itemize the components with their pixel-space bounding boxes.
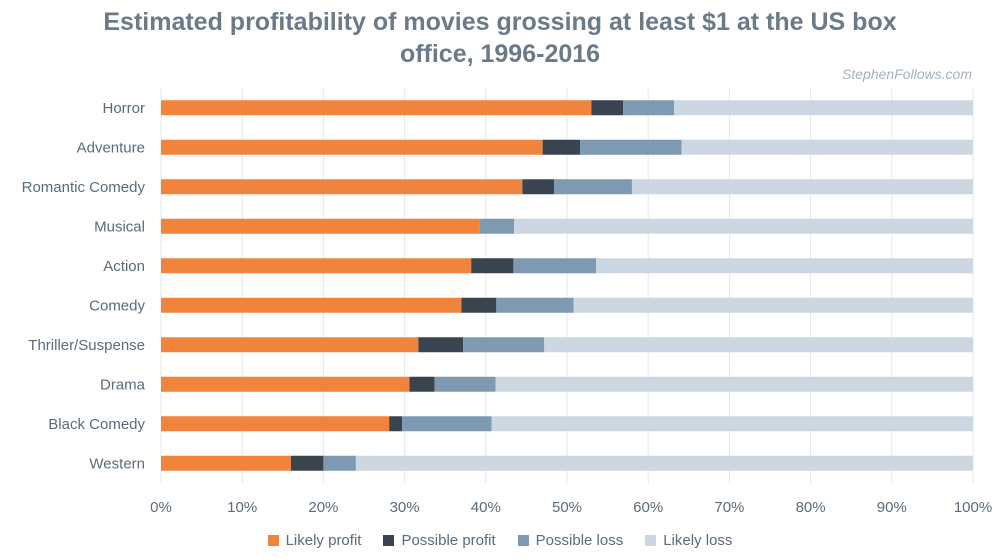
x-tick-label: 10% (227, 499, 257, 516)
bars (161, 100, 973, 471)
bar-likely-profit (161, 139, 543, 155)
bar-possible-loss (623, 100, 675, 116)
x-tick-label: 100% (954, 499, 992, 516)
bar-possible-loss (402, 416, 492, 432)
bar-likely-loss (495, 376, 973, 392)
legend-item: Likely profit (267, 532, 362, 549)
bar-likely-profit (161, 218, 480, 234)
legend-label: Possible loss (535, 532, 624, 549)
bar-likely-profit (161, 416, 390, 432)
x-tick-label: 50% (552, 499, 582, 516)
bar-possible-loss (554, 179, 632, 195)
legend-swatch (517, 535, 529, 546)
bar-likely-loss (355, 455, 973, 471)
legend-swatch (383, 535, 395, 546)
legend-swatch (267, 535, 279, 546)
bar-possible-profit (591, 100, 624, 116)
bar-possible-profit (461, 297, 497, 313)
legend-item: Possible profit (383, 532, 496, 549)
category-label: Comedy (89, 297, 145, 314)
category-label: Horror (102, 100, 145, 117)
bar-possible-profit (418, 337, 464, 353)
bar-likely-loss (674, 100, 973, 116)
bar-possible-profit (389, 416, 403, 432)
bar-possible-profit (290, 455, 324, 471)
bar-likely-profit (161, 455, 291, 471)
legend-label: Possible profit (401, 532, 496, 549)
category-label: Musical (94, 218, 145, 235)
category-label: Action (103, 258, 145, 275)
bar-likely-loss (514, 218, 973, 234)
x-tick-label: 0% (150, 499, 172, 516)
x-tick-label: 30% (390, 499, 420, 516)
bar-likely-loss (631, 179, 973, 195)
bar-possible-loss (323, 455, 356, 471)
chart-title: Estimated profitability of movies grossi… (103, 8, 897, 68)
bar-possible-profit (522, 179, 555, 195)
bar-possible-loss (579, 139, 682, 155)
bar-possible-loss (463, 337, 545, 353)
category-label: Romantic Comedy (22, 179, 146, 196)
legend-item: Likely loss (645, 532, 732, 549)
category-labels: Horror Adventure Romantic Comedy Musical Act… (22, 100, 146, 473)
x-tick-label: 80% (796, 499, 826, 516)
legend-label: Likely loss (663, 532, 733, 549)
bar-possible-loss (513, 258, 597, 274)
category-label: Drama (100, 376, 146, 393)
category-label: Western (89, 455, 145, 472)
x-tick-label: 90% (877, 499, 907, 516)
bar-possible-loss (479, 218, 515, 234)
bar-likely-profit (161, 376, 410, 392)
category-label: Black Comedy (48, 416, 145, 433)
bar-likely-profit (161, 297, 462, 313)
bar-possible-loss (496, 297, 574, 313)
bar-likely-loss (491, 416, 973, 432)
bar-possible-profit (471, 258, 514, 274)
x-tick-label: 60% (633, 499, 663, 516)
legend-swatch (645, 535, 657, 546)
x-tick-label: 20% (308, 499, 338, 516)
bar-possible-profit (409, 376, 435, 392)
bar-likely-loss (573, 297, 973, 313)
bar-likely-loss (544, 337, 973, 353)
x-tick-label: 40% (471, 499, 501, 516)
bar-likely-profit (161, 258, 472, 274)
bar-possible-loss (434, 376, 496, 392)
bar-possible-profit (542, 139, 580, 155)
category-label: Thriller/Suspense (28, 337, 145, 354)
legend-label: Likely profit (285, 532, 362, 549)
bar-likely-loss (596, 258, 973, 274)
source-watermark: StephenFollows.com (842, 66, 972, 82)
x-axis-ticks: 0% 10% 20% 30% 40% 50% 60% 70% 80% 90% 100% (150, 499, 992, 516)
bar-likely-loss (681, 139, 973, 155)
category-label: Adventure (77, 139, 145, 156)
legend-item: Possible loss (517, 532, 624, 549)
bar-likely-profit (161, 100, 592, 116)
bar-likely-profit (161, 179, 523, 195)
legend: Likely profit Possible profit Possible los… (0, 532, 1000, 549)
bar-likely-profit (161, 337, 419, 353)
x-tick-label: 70% (714, 499, 744, 516)
